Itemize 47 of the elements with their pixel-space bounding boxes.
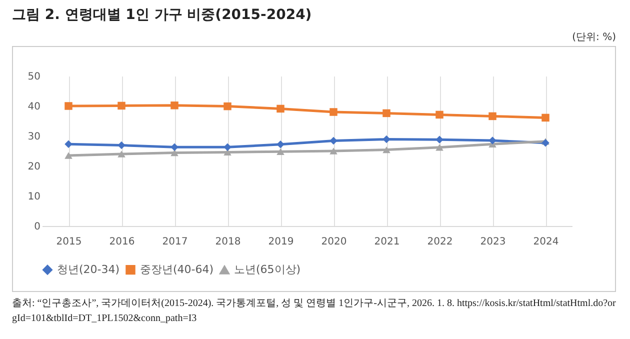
point xyxy=(64,102,72,110)
point xyxy=(330,136,338,145)
x-tick-label: 2017 xyxy=(162,236,188,248)
point xyxy=(64,152,72,159)
point xyxy=(436,110,444,119)
y-tick-label: 40 xyxy=(28,102,40,112)
x-tick-label: 2018 xyxy=(215,236,241,248)
point xyxy=(542,114,550,122)
y-tick-label: 20 xyxy=(28,162,40,172)
chart-title: 그림 2. 연령대별 1인 가구 비중(2015-2024) xyxy=(12,6,312,24)
point xyxy=(170,102,178,110)
point xyxy=(118,150,126,158)
point xyxy=(118,102,126,110)
x-tick-label: 2024 xyxy=(533,236,559,248)
x-tick-label: 2021 xyxy=(374,236,400,248)
point xyxy=(330,108,338,116)
point xyxy=(224,143,232,151)
x-tick-label: 2015 xyxy=(56,236,82,248)
point xyxy=(382,109,390,118)
point xyxy=(488,112,496,120)
y-tick-label: 30 xyxy=(28,132,40,142)
x-tick-label: 2019 xyxy=(268,236,294,248)
point xyxy=(382,146,390,154)
legend-label: 청년(20-34) xyxy=(57,262,120,276)
x-tick-label: 2023 xyxy=(480,236,506,248)
point xyxy=(118,141,126,150)
y-tick-label: 10 xyxy=(28,192,40,202)
x-tick-label: 2016 xyxy=(109,236,135,248)
point xyxy=(276,148,284,155)
point xyxy=(436,136,444,144)
x-tick-label: 2022 xyxy=(427,236,453,248)
source-note: 출처: “인구총조사”, 국가데이터처(2015-2024). 국가통계포털, 성 및 연령별 1인가구-시군구, 2026. 1. 8. https://kosis.kr/statHtml/statHtml.do?orgId=101&tblId=DT_1PL1502&conn_path=I3 xyxy=(12,297,617,326)
point xyxy=(436,144,444,151)
y-tick-label: 50 xyxy=(28,72,40,82)
legend-label: 노년(65이상) xyxy=(234,263,301,276)
point xyxy=(224,102,232,110)
point xyxy=(64,140,72,148)
point xyxy=(276,104,284,113)
x-tick-label: 2020 xyxy=(321,236,347,248)
point xyxy=(170,143,178,151)
y-tick-label: 0 xyxy=(34,222,40,232)
point xyxy=(330,148,338,154)
point xyxy=(276,140,284,148)
legend-label: 중장년(40-64) xyxy=(140,262,214,276)
point xyxy=(382,135,390,144)
point xyxy=(488,136,496,144)
text: (단위: %) xyxy=(572,31,616,44)
